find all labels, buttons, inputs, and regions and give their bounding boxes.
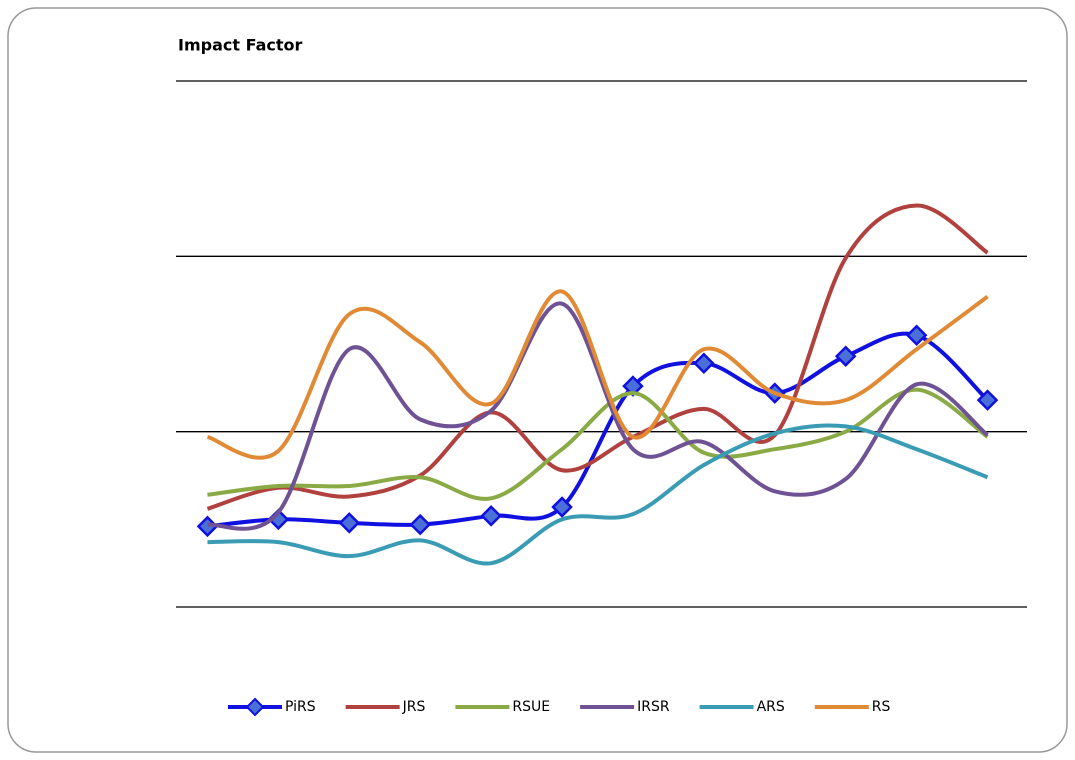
series-line [207, 301, 989, 531]
chart-frame [7, 7, 1068, 753]
point-marker [480, 505, 502, 527]
legend-label: IRSR [637, 699, 670, 715]
legend-label: JRS [402, 699, 426, 715]
legend-marker [245, 697, 265, 717]
series-line [207, 387, 989, 501]
point-marker [976, 389, 999, 411]
series-line [206, 289, 989, 460]
legend-label: RSUE [512, 699, 550, 715]
point-marker [693, 352, 715, 375]
legend-label: RS [872, 699, 891, 715]
legend-label: ARS [757, 699, 785, 715]
point-marker [834, 345, 857, 368]
legend-label: PiRS [285, 699, 316, 715]
point-marker [409, 513, 431, 536]
chart-title: Impact Factor [178, 36, 302, 55]
series-line [207, 423, 989, 566]
point-marker [338, 512, 361, 534]
point-marker [905, 324, 928, 347]
point-marker [551, 496, 573, 518]
series-line [206, 203, 989, 511]
